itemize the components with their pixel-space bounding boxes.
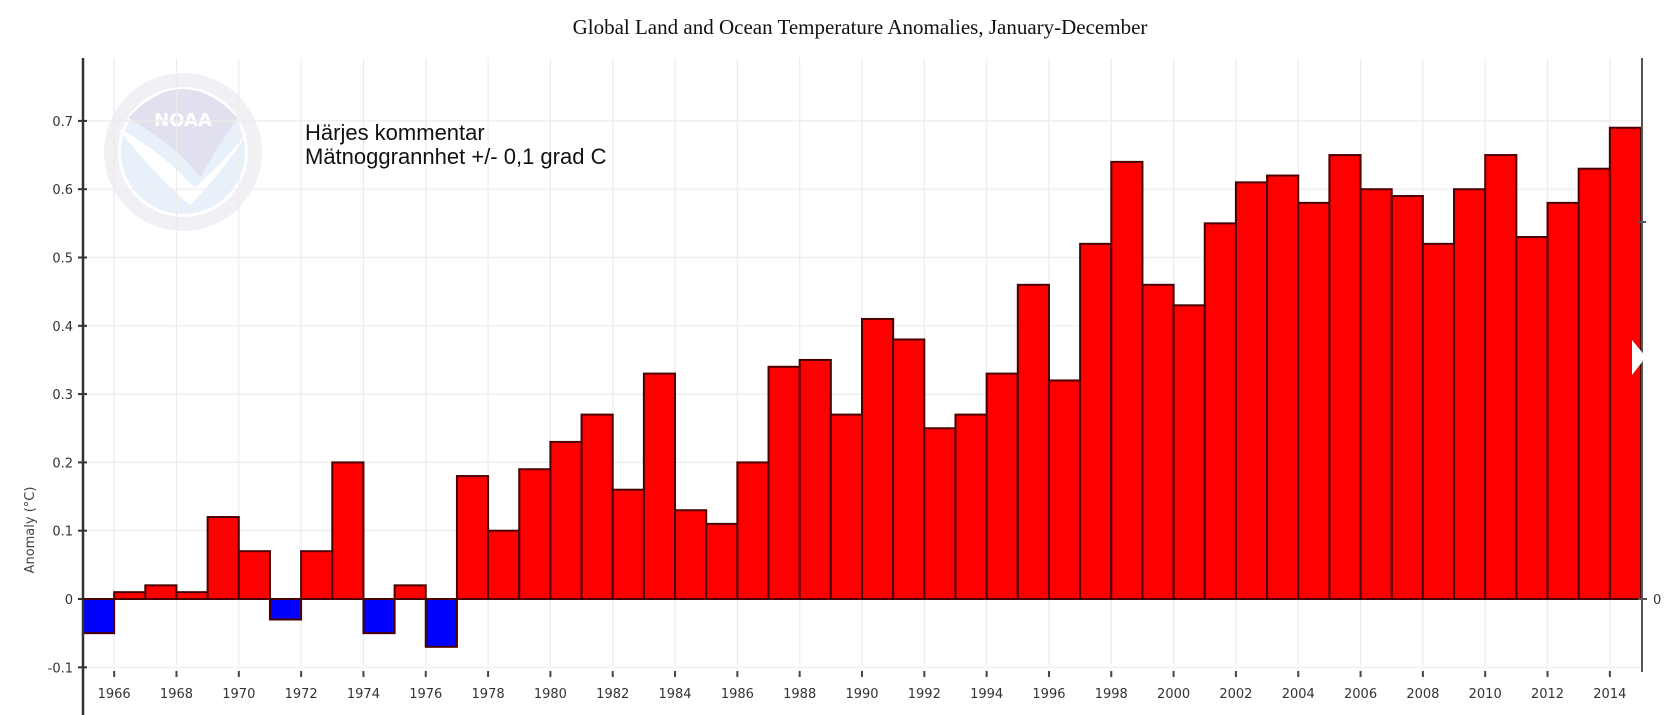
chart-title: Global Land and Ocean Temperature Anomal… — [573, 15, 1148, 39]
x-tick-label: 2014 — [1593, 687, 1626, 702]
x-tick-label: 1982 — [596, 687, 629, 702]
bar-1972 — [300, 550, 334, 601]
bar-1990 — [861, 317, 895, 600]
x-tick-label: 2012 — [1531, 687, 1564, 702]
x-tick-label: 1990 — [845, 687, 878, 702]
right-axis-tick-label: 0 — [1653, 593, 1661, 608]
x-tick-label: 1974 — [347, 687, 380, 702]
x-tick-label: 1980 — [534, 687, 567, 702]
x-tick-label: 2008 — [1406, 687, 1439, 702]
x-tick-label: 1966 — [98, 687, 131, 702]
y-tick-label: -0.1 — [48, 661, 73, 676]
x-tick-label: 2000 — [1157, 687, 1190, 702]
annotation-line-2: Mätnoggrannhet +/- 0,1 grad C — [305, 144, 607, 169]
bar-2003 — [1266, 174, 1300, 600]
bar-2002 — [1234, 181, 1269, 600]
annotation-line-1: Härjes kommentar — [305, 120, 485, 145]
bar-1975 — [393, 584, 427, 601]
bar-1981 — [580, 413, 614, 600]
bar-1979 — [518, 468, 552, 601]
x-tick-label: 1992 — [908, 687, 941, 702]
bar-1977 — [455, 475, 490, 600]
x-tick-label: 1996 — [1032, 687, 1065, 702]
y-tick-label: 0.5 — [52, 252, 73, 267]
bar-1966 — [113, 591, 147, 600]
x-tick-label: 1968 — [160, 687, 193, 702]
bar-1967 — [144, 584, 178, 601]
bar-2009 — [1453, 188, 1487, 600]
y-tick-label: 0.1 — [52, 525, 73, 540]
x-tick-label: 2006 — [1344, 687, 1377, 702]
bars — [82, 126, 1642, 648]
y-axis-label: Anomaly (°C) — [23, 487, 38, 574]
bar-1988 — [798, 358, 832, 601]
bar-1976 — [424, 598, 458, 648]
noaa-logo: NOAA — [104, 73, 262, 231]
x-tick-label: 1984 — [658, 687, 691, 702]
bar-1982 — [611, 488, 645, 600]
bar-1983 — [642, 372, 677, 600]
x-tick-label: 2010 — [1469, 687, 1502, 702]
bar-2000 — [1172, 304, 1206, 600]
bar-2001 — [1203, 222, 1237, 600]
bar-1994 — [985, 372, 1019, 600]
y-tick-label: 0 — [65, 593, 73, 608]
bar-1991 — [892, 338, 926, 600]
bar-2012 — [1546, 201, 1580, 601]
y-tick-label: 0.7 — [52, 115, 73, 130]
x-tick-label: 1994 — [970, 687, 1003, 702]
y-tick-label: 0.2 — [52, 456, 73, 471]
bar-2013 — [1577, 167, 1611, 601]
bar-1987 — [767, 365, 801, 600]
bar-1984 — [674, 509, 708, 600]
bar-1969 — [206, 516, 240, 600]
x-tick-label: 1976 — [409, 687, 442, 702]
bar-1985 — [705, 522, 739, 600]
y-tick-label: 0.6 — [52, 183, 73, 198]
bar-1995 — [1016, 283, 1050, 600]
x-tick-label: 1986 — [721, 687, 754, 702]
bar-1973 — [331, 461, 365, 600]
bar-1999 — [1141, 283, 1175, 600]
x-tick-label: 1970 — [222, 687, 255, 702]
bar-2007 — [1390, 195, 1424, 600]
x-tick-label: 2002 — [1219, 687, 1252, 702]
bar-1970 — [237, 550, 271, 601]
bar-1978 — [487, 529, 521, 601]
bar-1980 — [549, 440, 583, 600]
bar-1997 — [1079, 242, 1113, 600]
x-tick-label: 1972 — [285, 687, 318, 702]
y-tick-label: 0.3 — [52, 388, 73, 403]
x-tick-label: 1988 — [783, 687, 816, 702]
bar-2006 — [1359, 188, 1393, 600]
bar-1971 — [268, 598, 303, 621]
bar-2008 — [1421, 242, 1456, 600]
bar-1968 — [175, 591, 209, 600]
bar-1992 — [923, 427, 957, 600]
bar-2010 — [1484, 154, 1518, 601]
bar-1974 — [362, 598, 396, 635]
axes: -0.1 0 0.1 0.2 0.3 0.4 0.5 0.6 0.7 1966 1968 1970 19… — [48, 58, 1661, 715]
x-tick-label: 1998 — [1095, 687, 1128, 702]
y-tick-label: 0.4 — [52, 320, 73, 335]
bar-1986 — [736, 461, 770, 600]
play-arrow-icon[interactable] — [1632, 340, 1646, 375]
bar-1993 — [954, 413, 988, 600]
x-tick-label: 1978 — [472, 687, 505, 702]
bar-2004 — [1297, 201, 1331, 601]
bar-2005 — [1328, 154, 1362, 601]
bar-1996 — [1047, 379, 1082, 600]
bar-1998 — [1110, 160, 1144, 600]
bar-2011 — [1515, 236, 1549, 600]
bar-1989 — [829, 413, 864, 600]
bar-1965 — [82, 598, 116, 635]
x-tick-label: 2004 — [1282, 687, 1315, 702]
